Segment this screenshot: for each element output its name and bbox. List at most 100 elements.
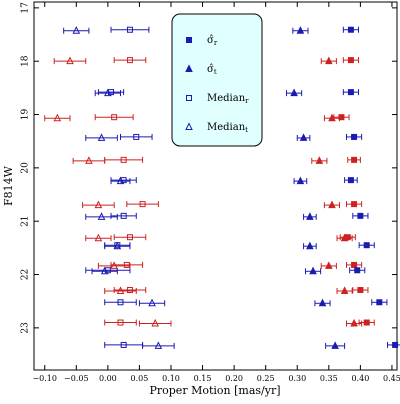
marker (66, 56, 74, 65)
legend-label: Medianr (207, 93, 249, 106)
marker (328, 113, 336, 122)
marker (331, 341, 339, 349)
marker (306, 241, 314, 250)
marker (120, 212, 127, 219)
marker (85, 156, 93, 164)
marker (104, 267, 111, 274)
marker (296, 26, 305, 34)
marker (139, 201, 146, 208)
plot-frame (33, 1, 398, 371)
marker (363, 242, 370, 249)
marker (100, 266, 109, 275)
marker (347, 89, 354, 96)
marker (338, 114, 345, 121)
marker (113, 241, 122, 250)
marker (126, 26, 133, 33)
marker (108, 89, 115, 96)
marker (351, 133, 358, 140)
marker (351, 156, 358, 163)
marker (325, 56, 333, 65)
marker (126, 287, 133, 293)
marker (296, 176, 305, 185)
marker (328, 200, 336, 209)
legend-marker (186, 95, 192, 101)
x-tick-label: 0.15 (194, 374, 212, 383)
x-tick-label: −0.05 (64, 374, 89, 383)
x-tick-label: 0.45 (383, 374, 400, 383)
x-axis-label: Proper Motion [mas/yr] (149, 384, 280, 397)
marker (318, 298, 327, 307)
x-tick-label: 0.25 (257, 374, 275, 383)
legend-label: Mediant (207, 122, 248, 135)
marker (110, 261, 118, 269)
x-tick-label: 0.30 (288, 374, 306, 383)
marker (340, 233, 349, 242)
legend-marker (185, 122, 193, 130)
marker (154, 341, 163, 349)
y-tick-label: 17 (21, 2, 31, 14)
marker (116, 176, 125, 185)
legend-subscript: t (214, 68, 217, 76)
marker (117, 299, 124, 306)
y-axis-label: F814W (2, 165, 15, 206)
legend-name: σ̂ (207, 35, 214, 46)
y-tick-label: 21 (21, 215, 31, 226)
marker (123, 261, 130, 268)
marker (97, 212, 106, 220)
y-tick-label: 19 (21, 109, 31, 121)
marker (117, 319, 124, 326)
marker (94, 233, 103, 242)
marker (363, 319, 370, 326)
marker (116, 286, 125, 294)
marker (133, 133, 140, 140)
marker (392, 341, 399, 348)
marker (97, 133, 106, 141)
marker (325, 261, 333, 269)
marker (94, 200, 103, 209)
legend-name: Median (207, 93, 246, 104)
marker (351, 261, 358, 268)
x-tick-label: −0.10 (32, 374, 57, 383)
marker (347, 57, 354, 64)
marker (347, 26, 354, 33)
x-tick-label: 0.00 (99, 374, 117, 383)
y-tick-label: 22 (21, 269, 31, 280)
legend-name: σ̂ (207, 64, 214, 75)
legend-label: σ̂r (207, 35, 218, 48)
legend-label: σ̂t (207, 64, 217, 77)
x-tick-label: 0.35 (320, 374, 338, 383)
y-tick-label: 20 (21, 162, 31, 174)
marker (357, 287, 364, 293)
legend-subscript: t (245, 126, 248, 134)
legend-name: Median (207, 122, 246, 133)
marker (120, 341, 127, 348)
marker (351, 201, 358, 208)
marker (315, 156, 324, 164)
marker (104, 88, 112, 97)
legend-subscript: r (214, 39, 218, 47)
marker (111, 114, 118, 121)
legend-box (171, 13, 263, 147)
x-tick-label: 0.20 (225, 374, 243, 383)
marker (120, 156, 127, 163)
marker (347, 177, 354, 184)
y-tick-label: 18 (21, 55, 31, 67)
legend-marker (186, 37, 192, 43)
marker (340, 286, 349, 294)
marker (309, 266, 317, 275)
marker (151, 318, 160, 327)
marker (357, 212, 364, 219)
x-tick-label: 0.40 (351, 374, 369, 383)
marker (306, 212, 314, 220)
legend-marker (185, 64, 193, 72)
marker (126, 57, 133, 64)
marker (148, 298, 156, 307)
marker (126, 234, 133, 241)
marker (120, 177, 127, 184)
marker (354, 267, 361, 274)
y-tick-label: 23 (21, 322, 31, 334)
marker (299, 133, 308, 141)
legend-subscript: r (245, 97, 249, 105)
marker (350, 318, 358, 327)
